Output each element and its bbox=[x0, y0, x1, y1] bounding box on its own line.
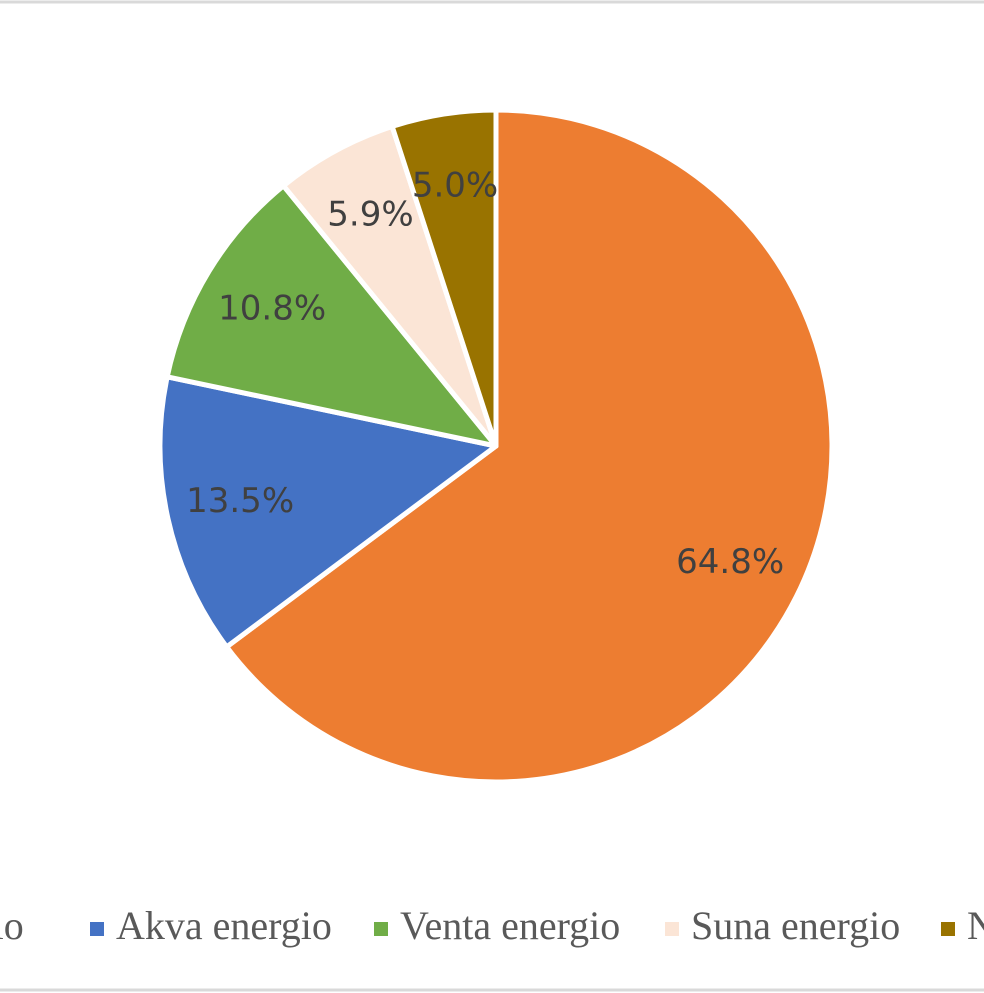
data-label: 64.8% bbox=[676, 542, 784, 582]
legend-label: Suna energio bbox=[691, 903, 900, 948]
pie-slice bbox=[157, 374, 499, 650]
pie-slice bbox=[224, 107, 835, 785]
data-label: 5.9% bbox=[327, 195, 413, 235]
legend-label: Akva energio bbox=[116, 903, 332, 948]
pie-slice bbox=[164, 183, 499, 449]
legend-marker bbox=[941, 922, 955, 936]
data-label: 10.8% bbox=[218, 288, 326, 328]
legend-marker bbox=[374, 922, 388, 936]
pie-slice bbox=[389, 107, 499, 449]
legend-marker bbox=[665, 922, 679, 936]
data-label: 5.0% bbox=[412, 166, 498, 206]
legend-label: rgio bbox=[0, 903, 24, 948]
legend-label: Venta energio bbox=[400, 903, 620, 948]
legend-label: N bbox=[967, 903, 984, 948]
data-label: 13.5% bbox=[186, 481, 294, 521]
legend-marker bbox=[90, 922, 104, 936]
